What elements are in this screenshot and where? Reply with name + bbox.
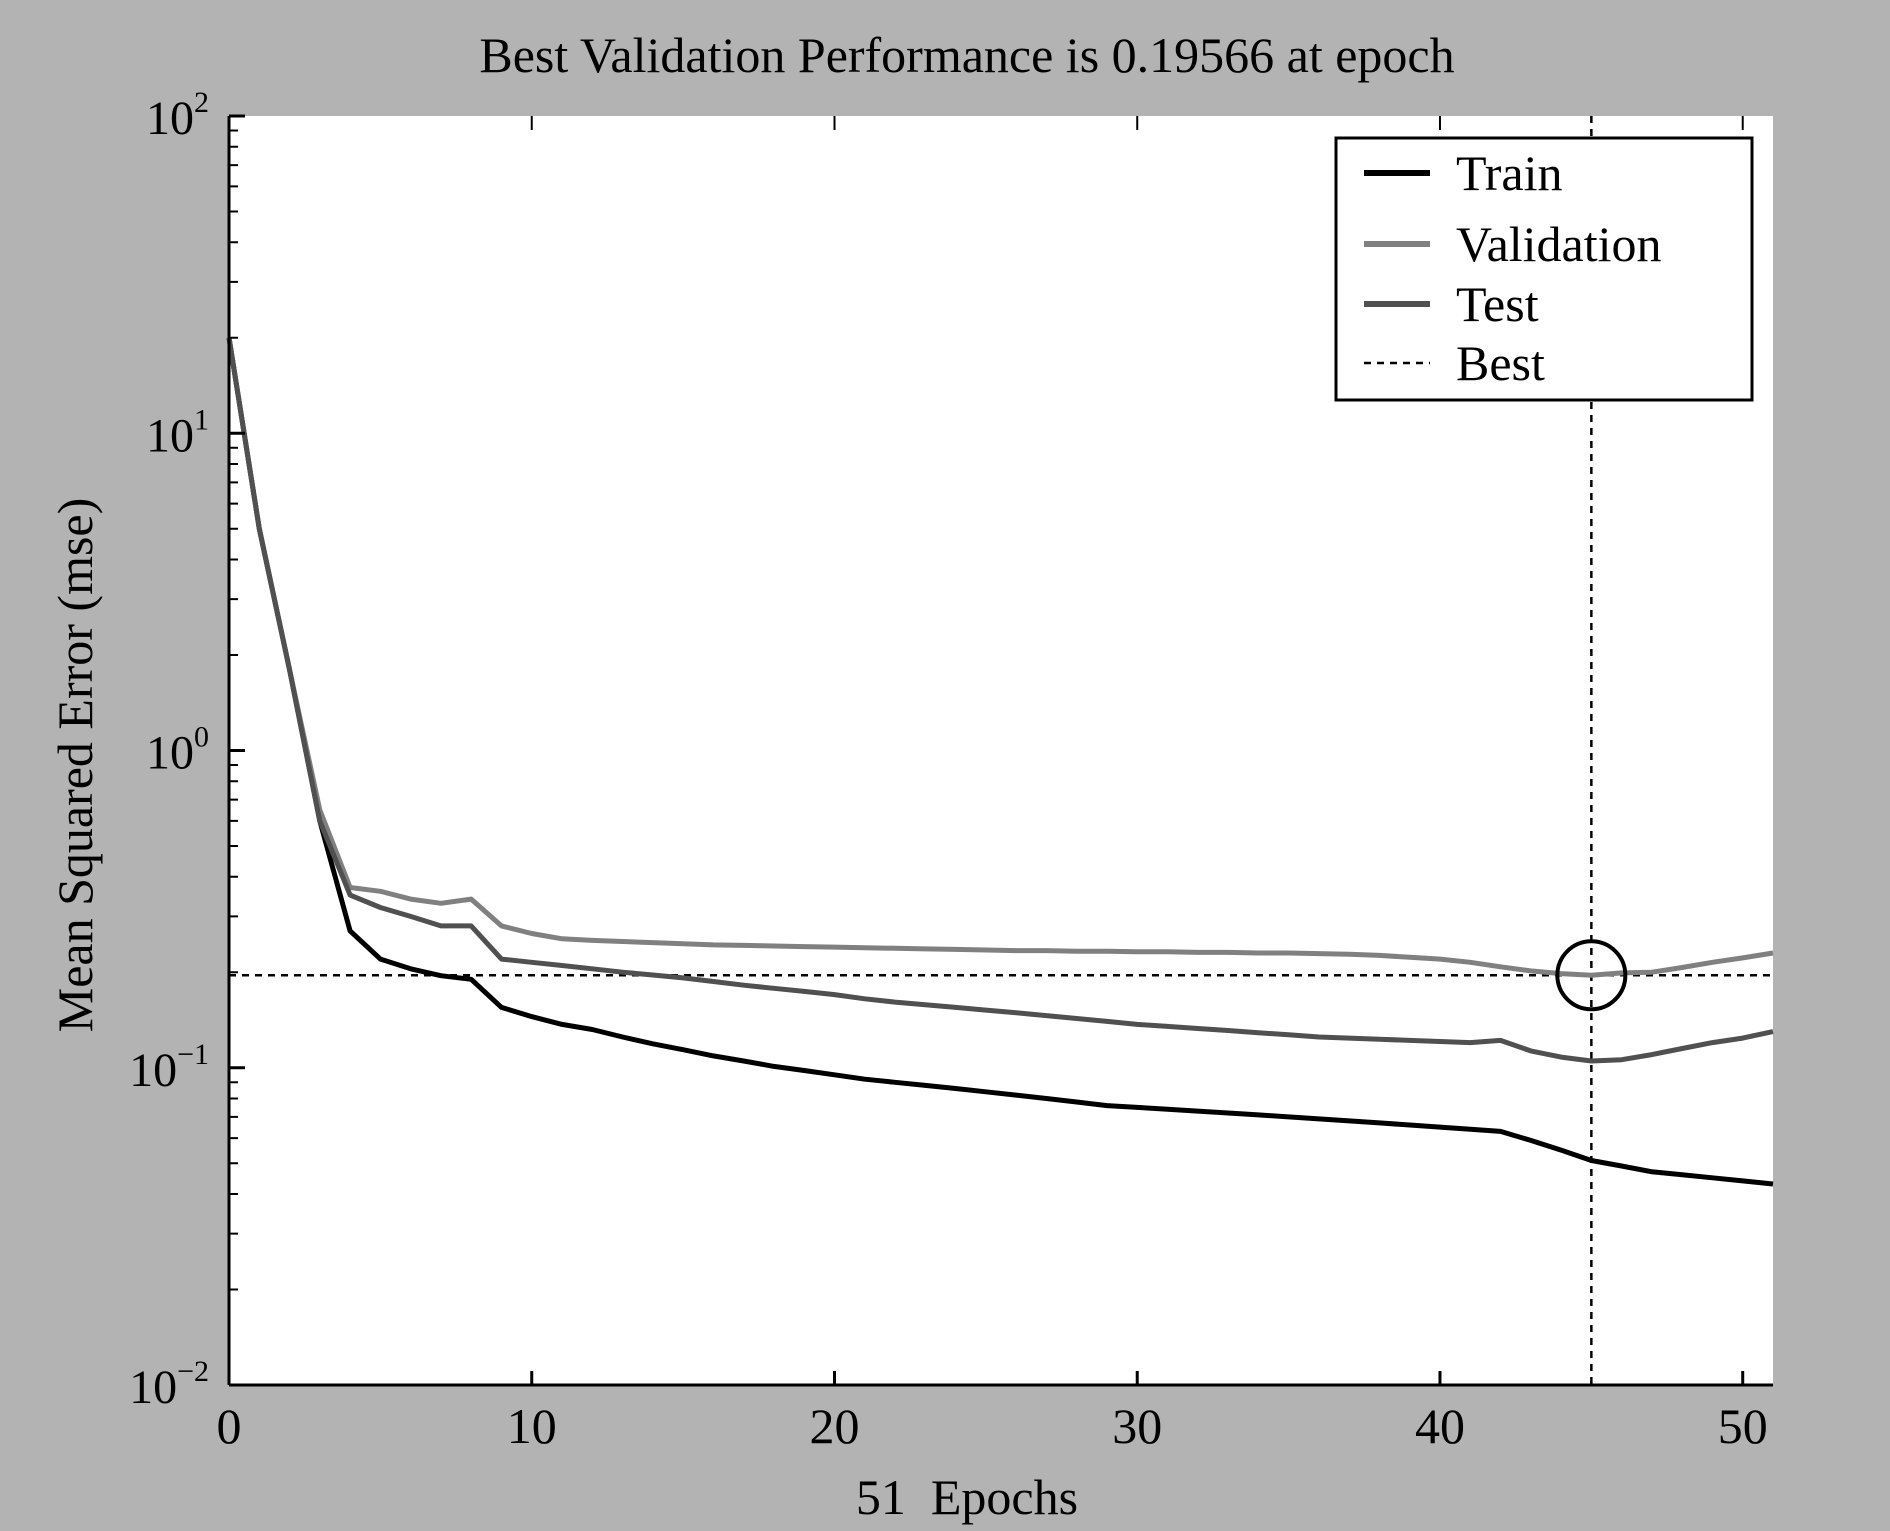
y-tick-label: 10−2	[129, 1355, 209, 1414]
y-tick-label: 100	[146, 721, 209, 780]
legend-label-test: Test	[1456, 276, 1539, 332]
best-point-marker	[1555, 939, 1628, 1012]
y-axis-label: Mean Squared Error (mse)	[47, 498, 103, 1033]
y-tick-label: 102	[146, 86, 209, 145]
x-tick-label: 30	[1112, 1398, 1162, 1454]
legend-label-train: Train	[1456, 145, 1563, 201]
test-series-line	[226, 337, 1774, 1064]
y-tick-label: 10−1	[129, 1038, 209, 1097]
x-tick-label: 40	[1415, 1398, 1465, 1454]
x-tick-label: 10	[507, 1398, 557, 1454]
chart-title: Best Validation Performance is 0.19566 a…	[479, 27, 1454, 83]
legend-box	[1334, 136, 1754, 402]
validation-series-line	[226, 337, 1774, 978]
x-axis-ticks: 0 10 20 30 40 50	[217, 116, 1768, 1454]
y-axis-ticks: 102 101 100 10−1 10−2	[129, 86, 245, 1414]
train-series-line	[226, 337, 1774, 1187]
y-tick-label: 101	[146, 403, 209, 462]
series-layer	[226, 337, 1774, 1187]
x-tick-label: 0	[217, 1398, 242, 1454]
legend-label-validation: Validation	[1456, 216, 1662, 272]
x-tick-label: 50	[1718, 1398, 1768, 1454]
x-tick-label: 20	[809, 1398, 859, 1454]
x-axis-label: 51 Epochs	[856, 1469, 1078, 1525]
legend-label-best: Best	[1456, 335, 1545, 391]
